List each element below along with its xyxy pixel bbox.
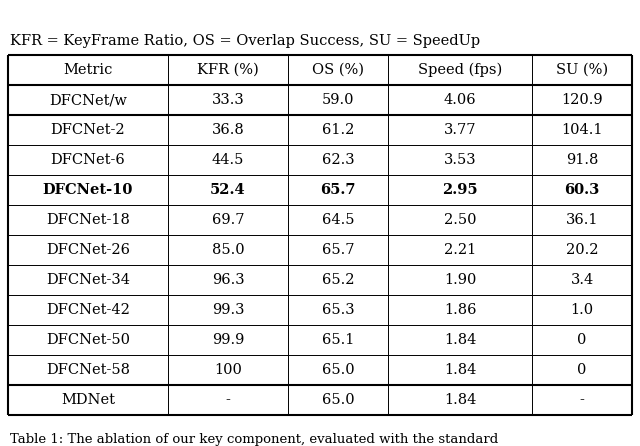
Text: DFCNet-6: DFCNet-6 (51, 153, 125, 167)
Text: 65.0: 65.0 (322, 363, 355, 377)
Text: 2.21: 2.21 (444, 243, 476, 257)
Text: 33.3: 33.3 (212, 93, 244, 107)
Text: DFCNet-58: DFCNet-58 (46, 363, 130, 377)
Text: 91.8: 91.8 (566, 153, 598, 167)
Text: 3.53: 3.53 (444, 153, 476, 167)
Text: 4.06: 4.06 (444, 93, 476, 107)
Text: KFR (%): KFR (%) (197, 63, 259, 77)
Text: KFR = KeyFrame Ratio, OS = Overlap Success, SU = SpeedUp: KFR = KeyFrame Ratio, OS = Overlap Succe… (10, 34, 480, 48)
Text: 0: 0 (577, 333, 587, 347)
Text: 1.90: 1.90 (444, 273, 476, 287)
Text: OS (%): OS (%) (312, 63, 364, 77)
Text: 36.8: 36.8 (212, 123, 244, 137)
Text: 96.3: 96.3 (212, 273, 244, 287)
Text: Table 1: The ablation of our key component, evaluated with the standard: Table 1: The ablation of our key compone… (10, 433, 499, 446)
Text: 99.9: 99.9 (212, 333, 244, 347)
Text: 62.3: 62.3 (322, 153, 355, 167)
Text: 64.5: 64.5 (322, 213, 355, 227)
Text: 59.0: 59.0 (322, 93, 355, 107)
Text: 65.3: 65.3 (322, 303, 355, 317)
Text: MDNet: MDNet (61, 393, 115, 407)
Text: 36.1: 36.1 (566, 213, 598, 227)
Text: 65.7: 65.7 (322, 243, 355, 257)
Text: 61.2: 61.2 (322, 123, 354, 137)
Text: 1.84: 1.84 (444, 393, 476, 407)
Text: DFCNet-2: DFCNet-2 (51, 123, 125, 137)
Text: 20.2: 20.2 (566, 243, 598, 257)
Text: 65.0: 65.0 (322, 393, 355, 407)
Text: 100: 100 (214, 363, 242, 377)
Text: DFCNet-26: DFCNet-26 (46, 243, 130, 257)
Text: 65.2: 65.2 (322, 273, 355, 287)
Text: 3.77: 3.77 (444, 123, 476, 137)
Text: 60.3: 60.3 (564, 183, 600, 197)
Text: -: - (225, 393, 230, 407)
Text: DFCNet-50: DFCNet-50 (46, 333, 130, 347)
Text: DFCNet-42: DFCNet-42 (46, 303, 130, 317)
Text: 120.9: 120.9 (561, 93, 603, 107)
Text: 1.86: 1.86 (444, 303, 476, 317)
Text: 1.84: 1.84 (444, 333, 476, 347)
Text: 0: 0 (577, 363, 587, 377)
Text: SU (%): SU (%) (556, 63, 608, 77)
Text: DFCNet-34: DFCNet-34 (46, 273, 130, 287)
Text: 52.4: 52.4 (210, 183, 246, 197)
Text: 65.1: 65.1 (322, 333, 354, 347)
Text: 44.5: 44.5 (212, 153, 244, 167)
Text: DFCNet/w: DFCNet/w (49, 93, 127, 107)
Text: Metric: Metric (63, 63, 113, 77)
Text: 65.7: 65.7 (320, 183, 356, 197)
Text: 2.50: 2.50 (444, 213, 476, 227)
Text: 3.4: 3.4 (570, 273, 594, 287)
Text: 2.95: 2.95 (442, 183, 478, 197)
Text: 99.3: 99.3 (212, 303, 244, 317)
Text: DFCNet-18: DFCNet-18 (46, 213, 130, 227)
Text: 1.0: 1.0 (570, 303, 593, 317)
Text: Speed (fps): Speed (fps) (418, 63, 502, 77)
Text: -: - (580, 393, 584, 407)
Text: 1.84: 1.84 (444, 363, 476, 377)
Text: 69.7: 69.7 (212, 213, 244, 227)
Text: 85.0: 85.0 (212, 243, 244, 257)
Text: DFCNet-10: DFCNet-10 (43, 183, 133, 197)
Text: 104.1: 104.1 (561, 123, 603, 137)
